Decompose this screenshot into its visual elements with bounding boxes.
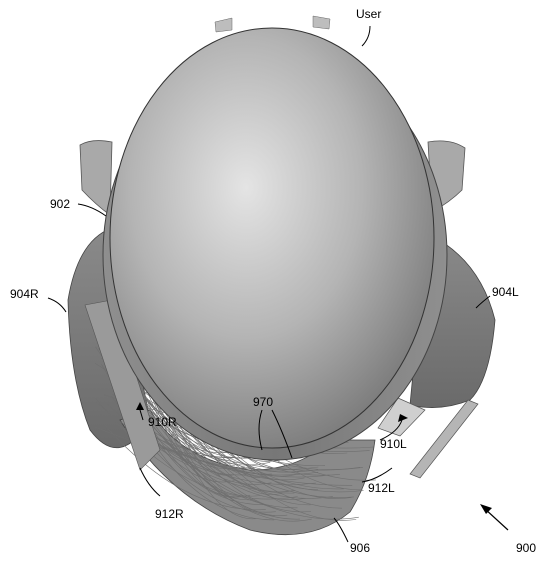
label-970: 970 [253,395,273,409]
top-tab-left [313,16,330,29]
user-head [110,28,434,448]
label-910l: 910L [380,437,407,451]
label-906: 906 [350,541,370,555]
label-910r: 910R [148,415,177,429]
label-900: 900 [516,541,536,555]
rear-pad-right [80,141,112,215]
leader-904r [48,298,66,312]
label-912l: 912L [368,481,395,495]
top-tab-right [215,18,232,32]
label-904l: 904L [492,285,519,299]
arrow-900 [480,504,508,530]
label-912r: 912R [155,507,184,521]
leader-user [362,26,370,46]
leader-912r [140,468,160,496]
label-904r: 904R [10,287,39,301]
label-user: User [356,7,381,21]
label-902: 902 [50,197,70,211]
